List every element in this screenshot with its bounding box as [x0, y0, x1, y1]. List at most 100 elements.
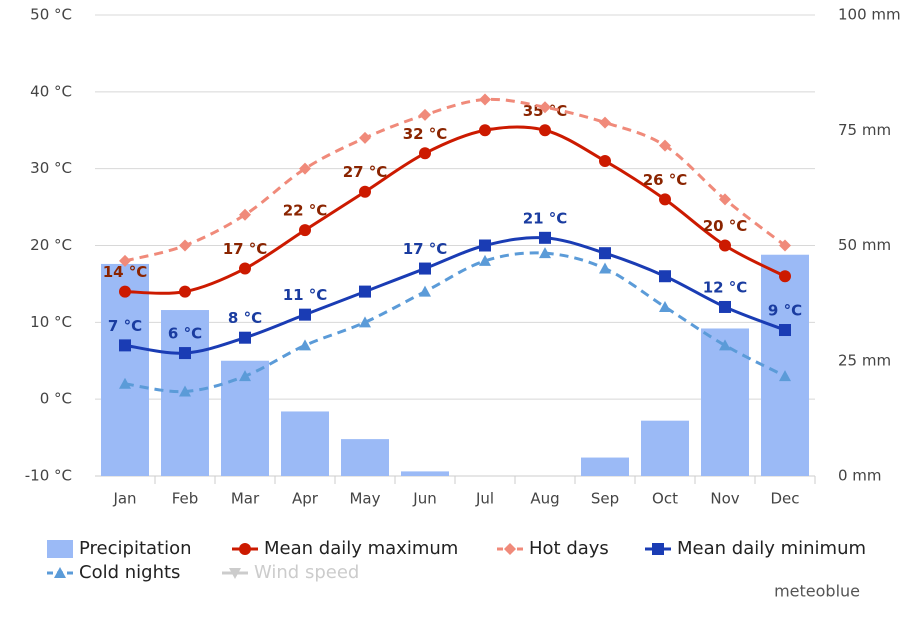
marker [599, 262, 611, 274]
x-tick-label: Feb [172, 490, 199, 508]
marker [779, 270, 791, 283]
marker [239, 208, 251, 221]
bar [701, 328, 749, 476]
y2-tick-label: 100 mm [838, 6, 901, 24]
marker [119, 254, 131, 267]
data-label: 22 °C [283, 202, 328, 220]
data-label: 17 °C [223, 240, 268, 258]
data-label: 11 °C [283, 286, 328, 304]
line [124, 125, 786, 295]
marker [239, 262, 251, 275]
legend-swatch [47, 540, 73, 558]
marker [719, 300, 731, 313]
legend-label: Hot days [529, 538, 609, 559]
legend-label: Wind speed [254, 562, 359, 583]
y2-tick-label: 50 mm [838, 236, 891, 254]
marker [779, 370, 791, 382]
marker [479, 239, 491, 252]
bar [101, 263, 149, 476]
y-tick-label: 0 °C [40, 390, 72, 408]
marker [179, 385, 191, 397]
marker [652, 543, 664, 555]
marker [479, 124, 491, 137]
x-tick-label: May [349, 490, 380, 508]
data-label: 12 °C [703, 278, 748, 296]
x-tick-label: Sep [591, 490, 619, 508]
marker [659, 300, 671, 312]
data-label: 26 °C [643, 171, 688, 189]
x-tick-label: Nov [710, 490, 739, 508]
x-tick-label: Jun [412, 490, 436, 508]
x-tick-label: Aug [530, 490, 559, 508]
marker [359, 316, 371, 328]
bar [281, 411, 329, 476]
x-tick-label: Apr [292, 490, 319, 508]
marker [719, 339, 731, 351]
y-tick-label: 30 °C [30, 159, 72, 177]
y-tick-label: 40 °C [30, 82, 72, 100]
marker [239, 370, 251, 382]
marker [299, 308, 311, 321]
marker [479, 93, 491, 106]
marker [659, 139, 671, 152]
marker [719, 239, 731, 252]
x-tick-label: Mar [231, 490, 260, 508]
marker [419, 147, 431, 160]
marker [179, 239, 191, 252]
legend-label: Mean daily maximum [264, 538, 458, 559]
x-tick-label: Oct [652, 490, 678, 508]
marker [179, 347, 191, 360]
data-label: 21 °C [523, 209, 568, 227]
data-label: 8 °C [228, 309, 262, 327]
legend-label: Mean daily minimum [677, 538, 866, 559]
marker [299, 224, 311, 237]
legend-item: Mean daily maximum [232, 538, 458, 559]
data-label: 17 °C [403, 240, 448, 258]
legend-item: Wind speed [222, 562, 359, 583]
marker [599, 247, 611, 260]
marker [479, 254, 491, 266]
marker [719, 193, 731, 206]
data-label: 6 °C [168, 325, 202, 343]
y2-tick-label: 75 mm [838, 121, 891, 139]
marker [359, 131, 371, 144]
x-tick-label: Dec [770, 490, 799, 508]
marker [539, 247, 551, 259]
legend-label: Cold nights [79, 562, 180, 583]
marker [659, 270, 671, 283]
legend-label: Precipitation [79, 538, 192, 559]
bar [641, 420, 689, 476]
marker [539, 231, 551, 244]
marker [229, 568, 241, 579]
data-label: 9 °C [768, 302, 802, 320]
marker [54, 567, 66, 578]
bar [341, 439, 389, 476]
y2-tick-label: 25 mm [838, 351, 891, 369]
bar [761, 254, 809, 476]
marker [299, 339, 311, 351]
y-tick-label: 50 °C [30, 6, 72, 24]
marker [539, 101, 551, 114]
marker [599, 116, 611, 129]
bar [401, 471, 449, 476]
marker [779, 324, 791, 337]
marker [239, 543, 251, 555]
x-tick-label: Jul [475, 490, 494, 508]
marker [599, 154, 611, 167]
data-label: 14 °C [103, 263, 148, 281]
data-label: 20 °C [703, 217, 748, 235]
legend-item: Hot days [497, 538, 609, 559]
marker [659, 193, 671, 206]
marker [119, 377, 131, 389]
marker [779, 239, 791, 252]
data-label: 7 °C [108, 317, 142, 335]
y-tick-label: 10 °C [30, 313, 72, 331]
marker [359, 185, 371, 198]
marker [119, 285, 131, 298]
marker [419, 108, 431, 121]
marker [179, 285, 191, 298]
legend-item: Precipitation [47, 538, 192, 559]
data-label: 27 °C [343, 163, 388, 181]
credit: meteoblue [774, 582, 860, 601]
